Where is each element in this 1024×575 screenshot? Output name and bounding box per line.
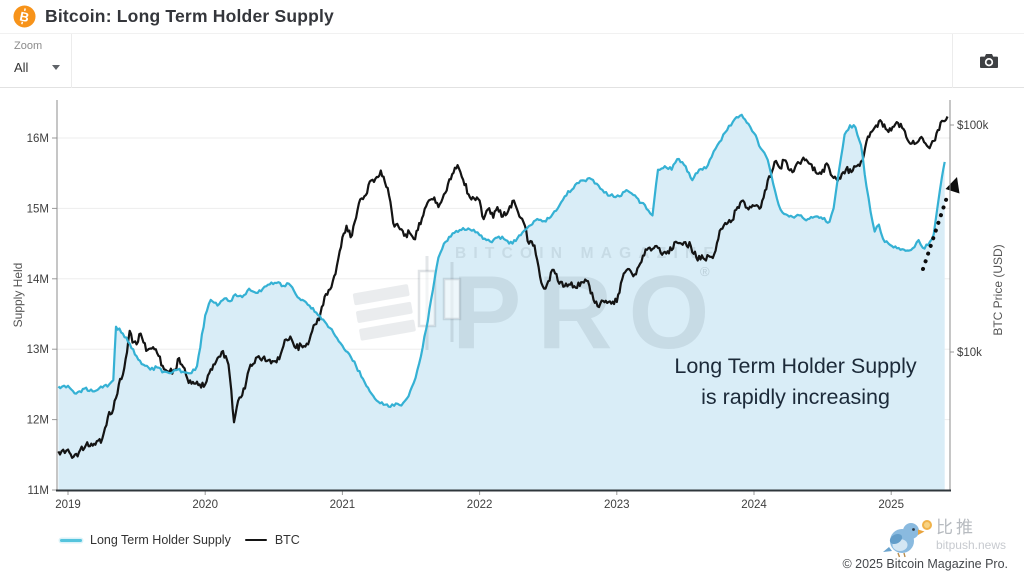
legend-item-lth-supply[interactable]: Long Term Holder Supply: [60, 533, 231, 547]
chart-toolbar: Zoom All: [0, 33, 1024, 88]
bitcoin-logo-icon: B: [13, 5, 36, 28]
chevron-down-icon: [52, 65, 60, 70]
x-axis-tick-label: 2023: [604, 499, 630, 511]
page-title: Bitcoin: Long Term Holder Supply: [45, 6, 334, 26]
legend-swatch-btc: [244, 538, 267, 542]
zoom-range-control[interactable]: Zoom All: [0, 34, 72, 88]
export-section: [952, 34, 1024, 88]
zoom-selected-value: All: [14, 60, 29, 75]
bitpush-bird-icon: [881, 518, 933, 563]
left-axis-tick-label: 14M: [27, 274, 49, 286]
left-axis-tick-label: 13M: [27, 344, 49, 356]
zoom-label: Zoom: [14, 40, 43, 52]
trend-arrow: [921, 177, 960, 271]
left-axis-tick-label: 16M: [27, 133, 49, 145]
legend-item-btc[interactable]: BTC: [244, 533, 300, 547]
left-axis-tick-label: 15M: [27, 203, 49, 215]
watermark-candle: [442, 277, 462, 321]
x-axis-tick-label: 2020: [192, 499, 218, 511]
watermark-pro-text: PRO: [452, 255, 725, 371]
right-axis-tick-label: $10k: [957, 347, 982, 359]
watermark-magazine-text: BITCOIN MAGAZINE: [455, 245, 721, 262]
watermark-registered-mark: ®: [700, 264, 710, 279]
bitpush-branding: 比推 bitpush.news: [881, 518, 1006, 563]
annotation-line-1: Long Term Holder Supply: [674, 354, 917, 378]
area-fill-layer: [58, 114, 945, 490]
copyright-text: © 2025 Bitcoin Magazine Pro.: [842, 557, 1008, 571]
bitpush-domain: bitpush.news: [935, 538, 1006, 552]
x-axis-tick-label: 2022: [467, 499, 493, 511]
svg-text:B: B: [18, 8, 30, 25]
camera-icon: [979, 54, 999, 73]
bitpush-name-cn: 比推: [935, 518, 976, 537]
annotation-line-2: is rapidly increasing: [701, 385, 890, 409]
legend-swatch-lth: [60, 538, 82, 542]
left-axis-tick-label: 11M: [27, 485, 49, 497]
btc-price-line: [57, 116, 949, 459]
screenshot-camera-button[interactable]: [975, 48, 1003, 74]
lth-supply-area: [58, 114, 945, 490]
x-axis-tick-label: 2024: [741, 499, 767, 511]
right-axis-tick-label: $100k: [957, 120, 989, 132]
left-axis-tick-label: 12M: [27, 415, 49, 427]
x-axis-tick-label: 2019: [55, 499, 81, 511]
legend-label-btc: BTC: [274, 533, 300, 547]
x-axis-tick-label: 2021: [330, 499, 356, 511]
series-lines-layer: [57, 113, 949, 459]
zoom-range-select[interactable]: All: [14, 60, 60, 75]
right-axis-title: BTC Price (USD): [991, 244, 1005, 335]
watermark-candle: [417, 269, 437, 328]
axes: Supply Held BTC Price (USD) 11M 12M 13M 14M…: [11, 100, 1005, 511]
x-axis-tick-label: 2025: [878, 499, 904, 511]
left-axis-title: Supply Held: [11, 263, 25, 328]
legend: Long Term Holder Supply BTC: [60, 533, 300, 547]
chart-annotation: Long Term Holder Supply is rapidly incre…: [613, 351, 978, 413]
lth-supply-line: [57, 113, 946, 408]
legend-label-lth: Long Term Holder Supply: [90, 533, 231, 547]
